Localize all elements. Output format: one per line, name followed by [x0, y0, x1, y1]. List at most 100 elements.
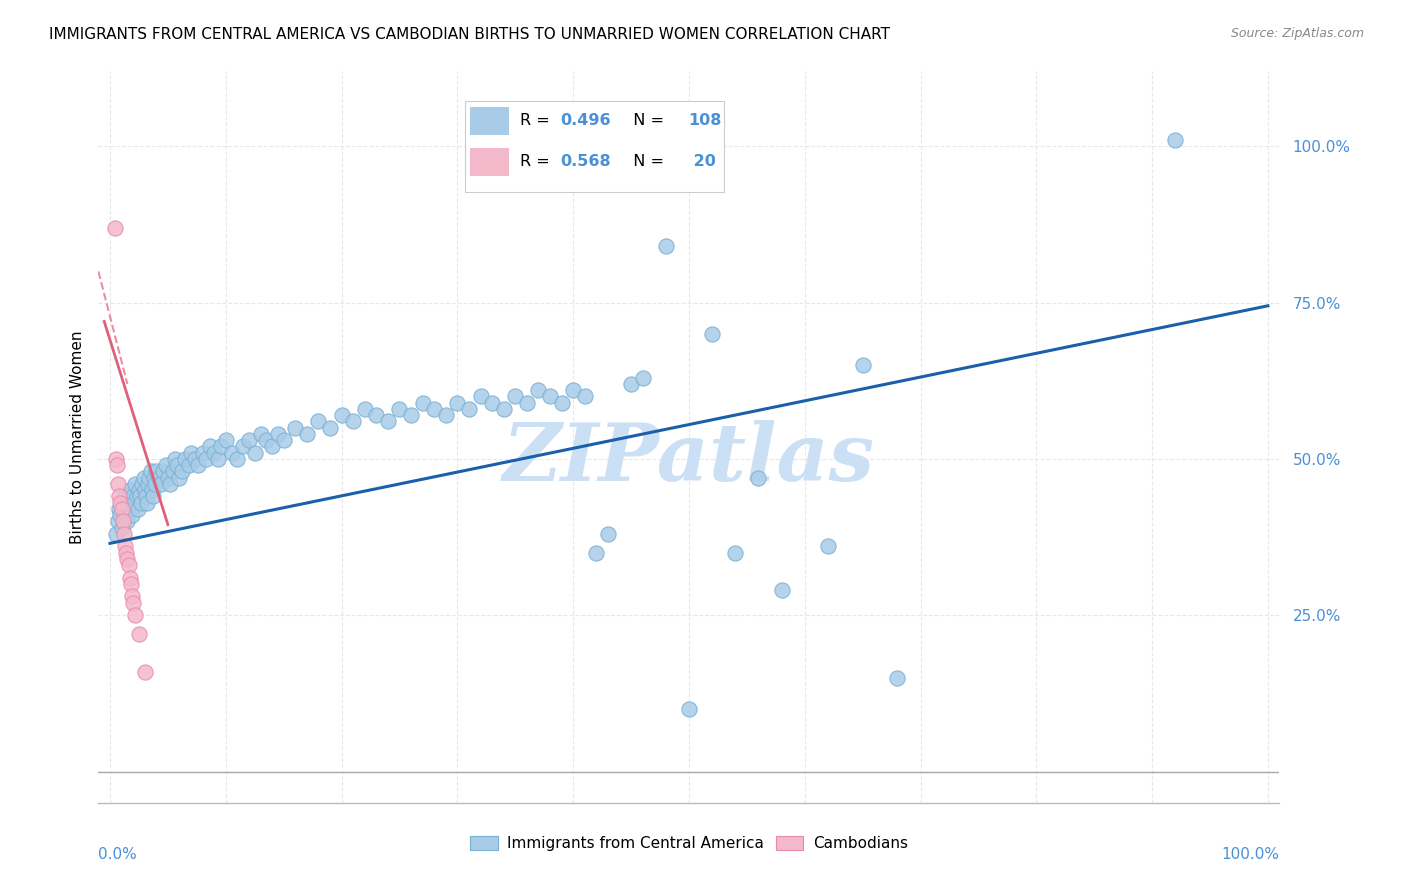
Point	[104, 452, 127, 467]
Point	[226, 452, 249, 467]
Point	[481, 395, 503, 409]
Point	[202, 446, 225, 460]
Point	[129, 490, 152, 504]
Point	[207, 452, 229, 467]
Point	[434, 408, 457, 422]
Point	[155, 458, 177, 473]
Point	[527, 383, 550, 397]
Text: Source: ZipAtlas.com: Source: ZipAtlas.com	[1230, 27, 1364, 40]
Point	[117, 558, 139, 573]
Point	[162, 465, 184, 479]
Point	[267, 426, 290, 441]
Point	[423, 401, 446, 416]
Point	[550, 395, 572, 409]
Point	[886, 671, 908, 685]
Point	[145, 465, 167, 479]
Point	[120, 502, 142, 516]
Point	[121, 590, 143, 604]
Point	[110, 521, 132, 535]
Point	[412, 395, 434, 409]
Point	[307, 414, 329, 428]
Point	[852, 358, 875, 372]
Point	[492, 401, 515, 416]
Point	[747, 471, 769, 485]
Point	[503, 389, 526, 403]
Point	[114, 490, 136, 504]
Point	[273, 434, 295, 448]
Point	[177, 458, 200, 473]
Point	[108, 490, 131, 504]
Point	[538, 389, 561, 403]
Point	[120, 577, 142, 591]
Point	[700, 326, 723, 341]
Point	[115, 546, 138, 560]
Point	[143, 471, 166, 485]
Point	[366, 408, 388, 422]
Text: N =: N =	[623, 153, 669, 169]
Point	[215, 434, 238, 448]
Point	[180, 446, 202, 460]
Point	[562, 383, 585, 397]
Point	[817, 540, 839, 554]
Point	[574, 389, 596, 403]
Point	[114, 540, 136, 554]
Point	[134, 483, 156, 498]
Point	[107, 477, 129, 491]
Point	[198, 440, 221, 454]
Text: 0.568: 0.568	[560, 153, 610, 169]
Point	[470, 389, 492, 403]
Point	[104, 220, 127, 235]
Point	[117, 552, 139, 566]
Point	[388, 401, 411, 416]
Point	[112, 502, 135, 516]
Text: 20: 20	[688, 153, 716, 169]
Point	[284, 420, 307, 434]
Point	[115, 508, 138, 523]
Point	[117, 496, 139, 510]
Point	[166, 458, 188, 473]
Point	[143, 477, 166, 491]
Point	[112, 527, 135, 541]
Point	[169, 471, 191, 485]
Text: 100.0%: 100.0%	[1222, 847, 1279, 862]
Point	[195, 452, 218, 467]
Point	[136, 477, 159, 491]
Point	[149, 477, 172, 491]
Point	[125, 490, 148, 504]
Point	[134, 665, 156, 679]
Point	[138, 471, 160, 485]
Point	[254, 434, 277, 448]
Point	[620, 376, 643, 391]
Point	[183, 452, 205, 467]
Point	[111, 496, 134, 510]
Point	[163, 452, 186, 467]
Point	[152, 465, 174, 479]
Point	[122, 596, 145, 610]
Y-axis label: Births to Unmarried Women: Births to Unmarried Women	[69, 330, 84, 544]
Point	[221, 446, 243, 460]
Point	[585, 546, 607, 560]
Text: N =: N =	[623, 113, 669, 128]
Point	[262, 440, 284, 454]
Point	[631, 370, 654, 384]
Point	[142, 490, 165, 504]
Point	[108, 502, 131, 516]
Point	[1164, 133, 1187, 147]
Point	[238, 434, 260, 448]
Point	[353, 401, 375, 416]
FancyBboxPatch shape	[464, 101, 724, 192]
Text: ZIPatlas: ZIPatlas	[503, 420, 875, 498]
Text: R =: R =	[520, 113, 555, 128]
Point	[678, 702, 700, 716]
Text: IMMIGRANTS FROM CENTRAL AMERICA VS CAMBODIAN BIRTHS TO UNMARRIED WOMEN CORRELATI: IMMIGRANTS FROM CENTRAL AMERICA VS CAMBO…	[49, 27, 890, 42]
Point	[128, 627, 150, 641]
Text: 108: 108	[688, 113, 721, 128]
Point	[174, 452, 197, 467]
Point	[124, 477, 146, 491]
Text: R =: R =	[520, 153, 555, 169]
Text: 0.0%: 0.0%	[98, 847, 138, 862]
Point	[105, 458, 128, 473]
Point	[122, 490, 145, 504]
Point	[770, 583, 793, 598]
Point	[104, 527, 127, 541]
